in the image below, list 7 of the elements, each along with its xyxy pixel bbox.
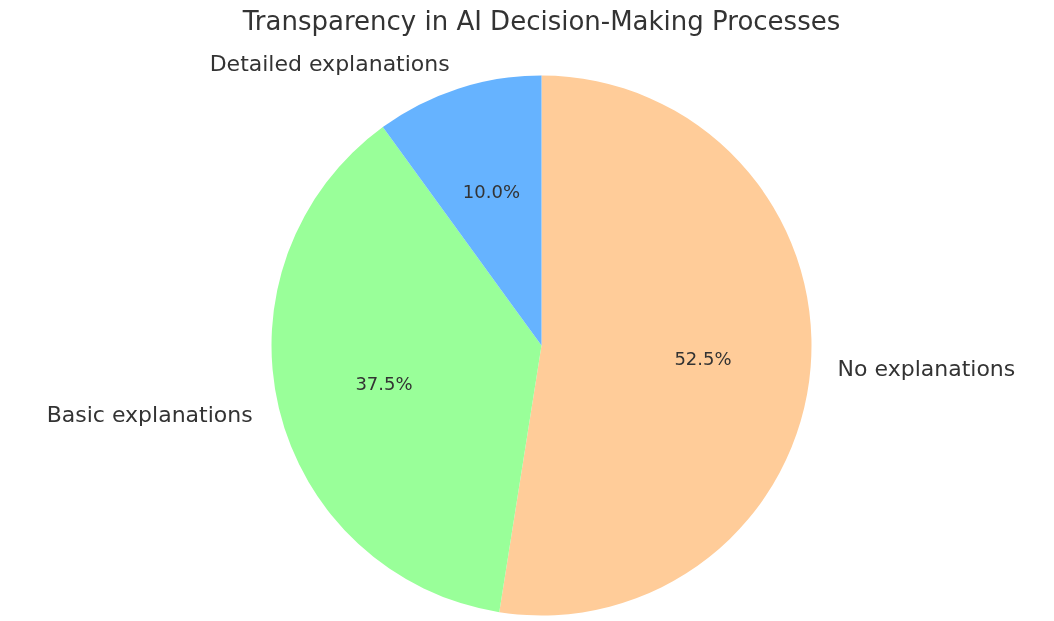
slice-label: Basic explanations — [46, 402, 253, 428]
chart-title: Transparency in AI Decision-Making Processes — [241, 5, 841, 36]
slice-label: No explanations — [837, 356, 1016, 382]
data-label: 10.0% — [462, 180, 521, 202]
data-label: 37.5% — [355, 372, 413, 394]
slice-label: Detailed explanations — [209, 50, 450, 76]
data-label: 52.5% — [674, 347, 732, 369]
